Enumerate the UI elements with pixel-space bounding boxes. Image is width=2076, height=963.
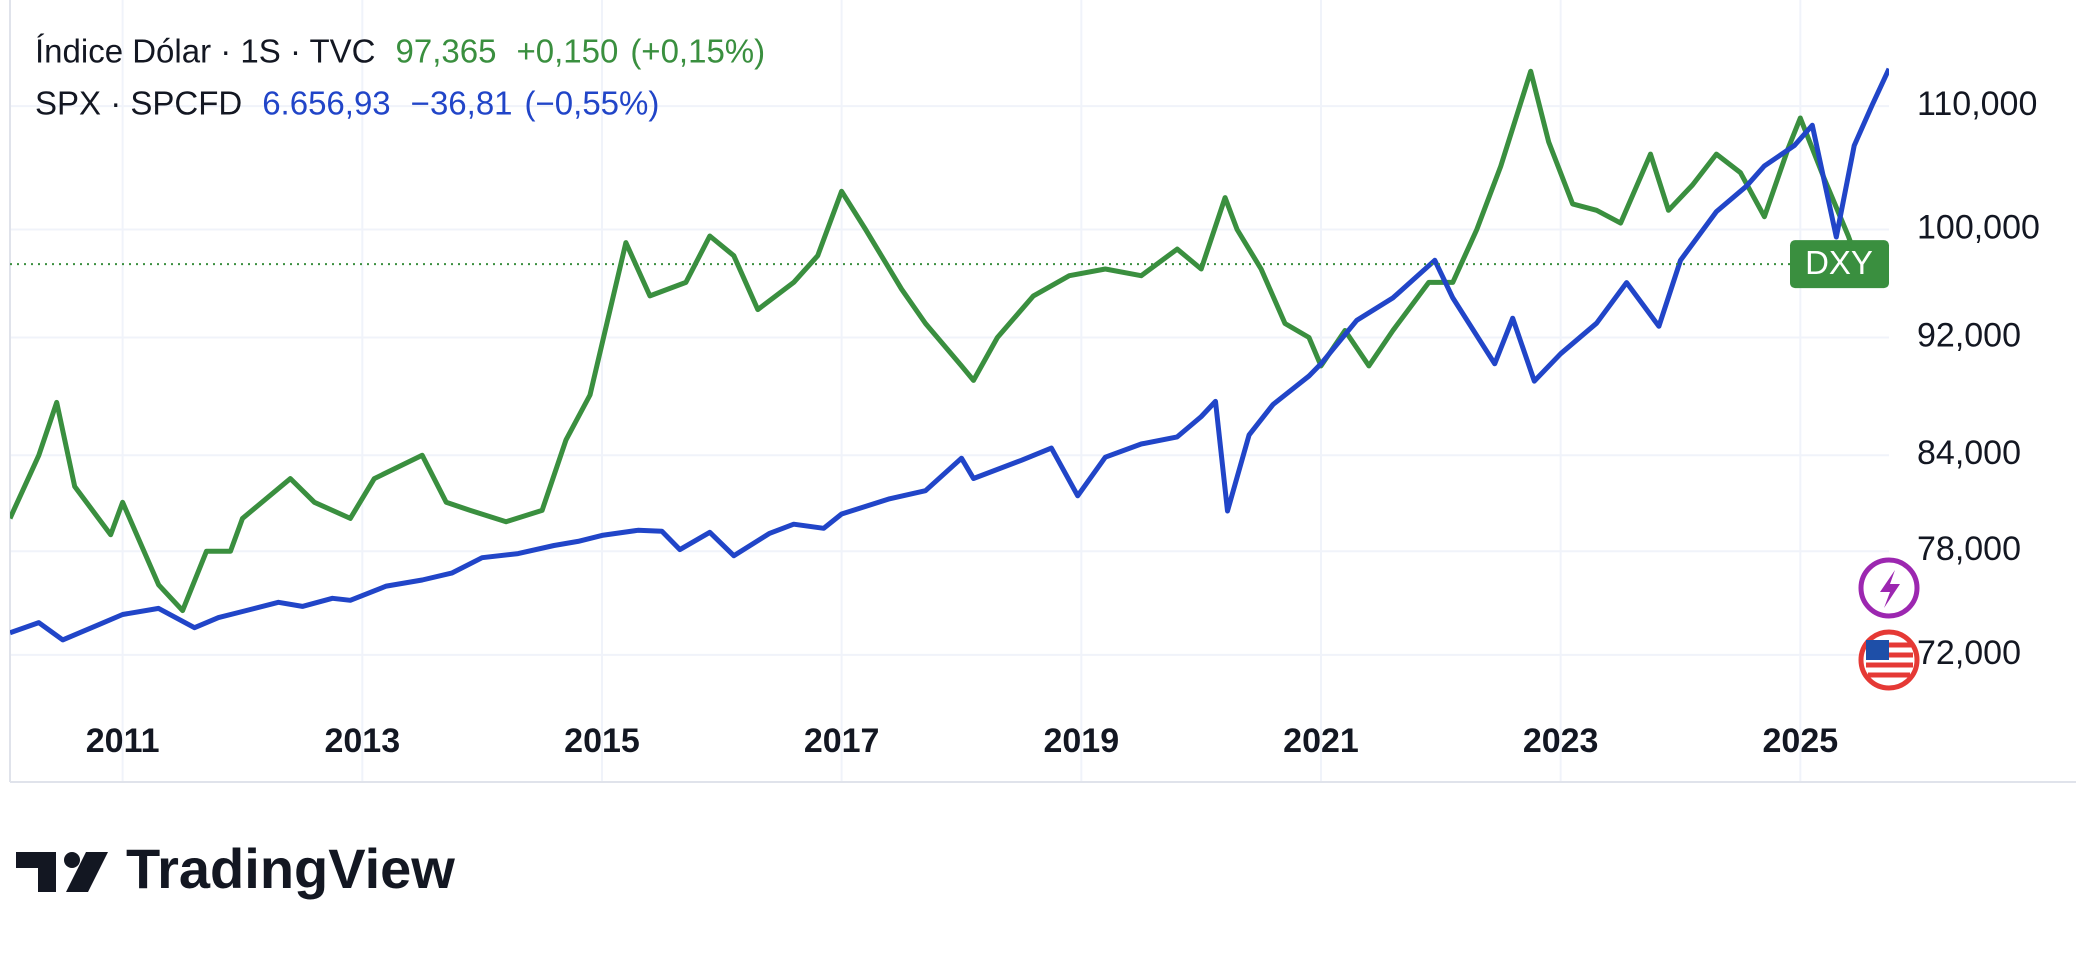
legend-value: 97,365 [396,33,497,70]
x-tick-label: 2015 [564,722,640,760]
price-tag-label: DXY [1805,244,1873,281]
y-tick-label: 72,000 [1917,634,2021,672]
x-tick-label: 2013 [324,722,400,760]
y-tick-label: 84,000 [1917,434,2021,472]
y-tick-label: 92,000 [1917,316,2021,354]
legend-name: SPX · SPCFD [35,85,242,122]
flash-icon [1858,557,1920,619]
y-tick-label: 110,000 [1917,85,2037,123]
plot [10,67,1889,643]
series-line [10,68,1889,614]
x-tick-label: 2023 [1523,722,1599,760]
series-line [10,67,1889,643]
x-tick-label: 2011 [86,722,160,760]
grid [10,0,1889,782]
y-tick-label: 78,000 [1917,530,2021,568]
logo [16,852,108,892]
x-tick-label: 2025 [1763,722,1839,760]
legend-value: 6.656,93 [262,85,390,122]
legend-name: Índice Dólar · 1S · TVC [35,33,376,70]
x-tick-label: 2019 [1043,722,1119,760]
price-tag [1790,240,1889,289]
flag-icon [1858,629,1920,691]
legend-change: −36,81 [411,85,513,122]
watermark: TradingView [126,837,455,900]
legend-change-pct: (−0,55%) [525,85,660,122]
legend-change: +0,150 [516,33,618,70]
legend-change-pct: (+0,15%) [630,33,765,70]
x-tick-label: 2021 [1283,722,1359,760]
y-tick-label: 100,000 [1917,209,2040,247]
labels: 72,000 78,000 84,000 92,000 100,000 110,000 20… [10,33,2040,760]
x-tick-label: 2017 [804,722,880,760]
